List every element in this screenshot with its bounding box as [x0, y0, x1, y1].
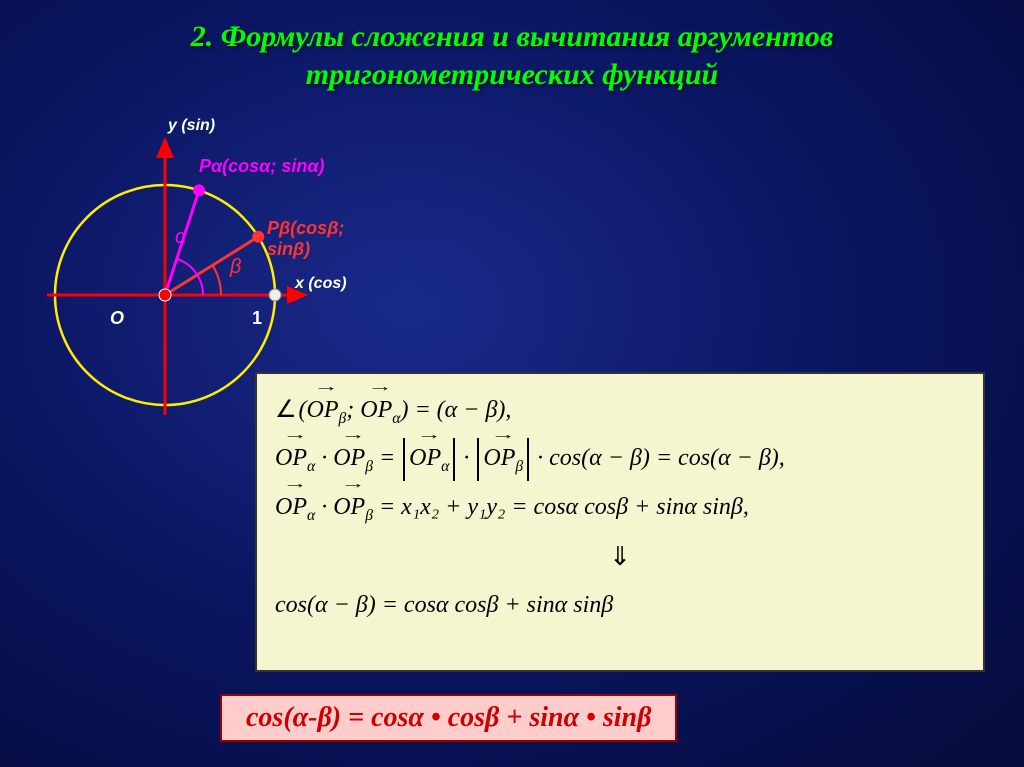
derivation-line-1: (OPβ; OPα) = (α − β),: [275, 390, 965, 432]
origin-label: O: [110, 308, 124, 329]
result-formula: cos(α-β) = cosα • cosβ + sinα • sinβ: [220, 694, 677, 742]
derivation-line-2: OPα · OPβ = OPα · OPβ · cos(α − β) = cos…: [275, 438, 965, 480]
slide-title: 2. Формулы сложения и вычитания аргумент…: [0, 0, 1024, 93]
alpha-angle-label: α: [175, 226, 186, 249]
derivation-line-5: cos(α − β) = cosα cosβ + sinα sinβ: [275, 585, 965, 626]
derivation-arrow: ⇓: [275, 535, 965, 579]
point-beta-label: Pβ(cosβ; sinβ): [267, 218, 360, 260]
x-axis-label: x (cos): [295, 275, 347, 293]
one-label: 1: [252, 308, 262, 329]
derivation-line-3: OPα · OPβ = x₁x₂ + y₁y₂ = cosα cosβ + si…: [275, 487, 965, 529]
title-line2: тригонометрических функций: [306, 58, 718, 91]
point-alpha-label: Pα(cosα; sinα): [199, 156, 325, 177]
vector-opa: OPα: [360, 390, 400, 432]
beta-angle-label: β: [230, 256, 241, 279]
derivation-box: (OPβ; OPα) = (α − β), OPα · OPβ = OPα · …: [255, 372, 985, 672]
title-line1: 2. Формулы сложения и вычитания аргумент…: [191, 20, 834, 53]
y-axis-label: y (sin): [168, 117, 215, 135]
